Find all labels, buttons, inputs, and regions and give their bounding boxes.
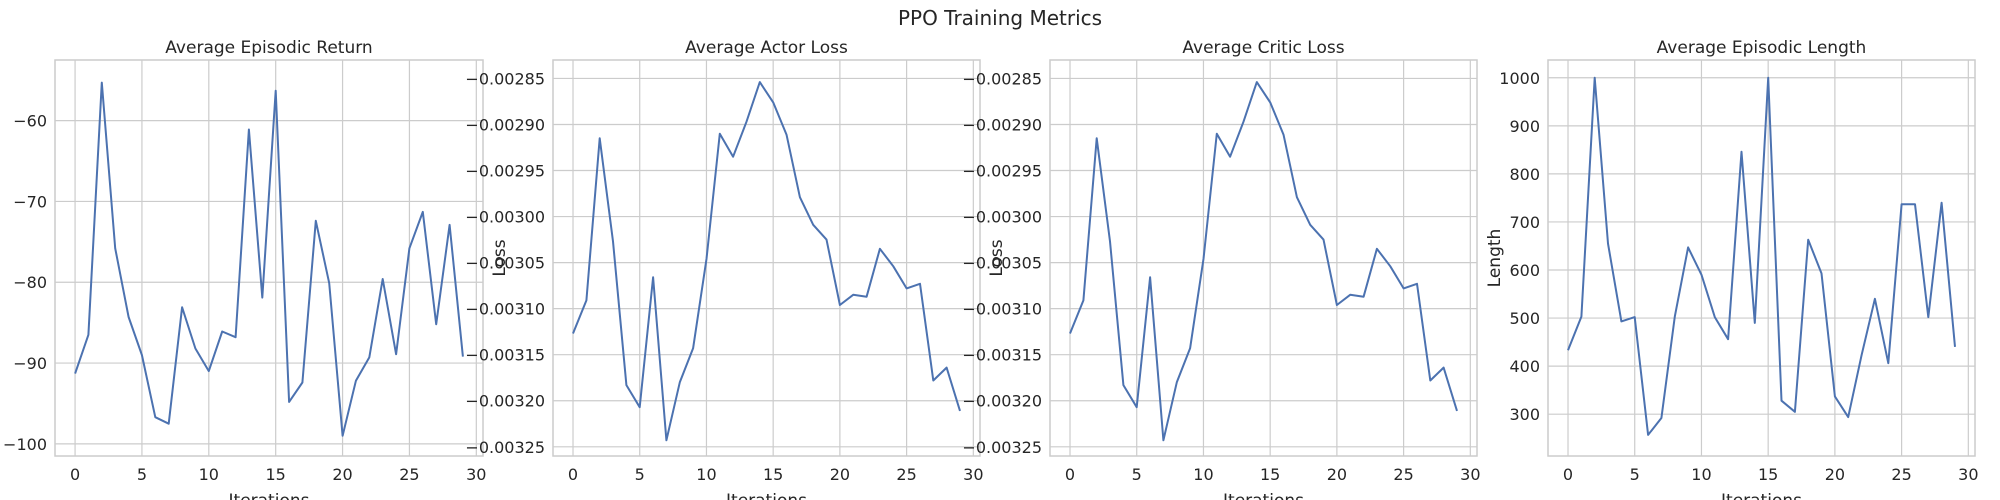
y-tick-label: −0.00320 xyxy=(465,392,545,411)
x-tick-label: 0 xyxy=(1065,465,1075,484)
x-tick-label: 5 xyxy=(1132,465,1142,484)
x-tick-label: 0 xyxy=(1563,465,1573,484)
x-axis-label: Iterations xyxy=(229,491,310,500)
y-tick-label: 400 xyxy=(1509,357,1540,376)
y-tick-label: −0.00310 xyxy=(465,300,545,319)
chart-title: Average Critic Loss xyxy=(1182,38,1344,58)
plot-frame xyxy=(1547,59,1976,457)
series-line-1 xyxy=(1069,81,1458,442)
y-tick-label: −0.00305 xyxy=(465,254,545,273)
y-tick-label: 900 xyxy=(1509,117,1540,136)
y-tick-label: −0.00290 xyxy=(465,115,545,134)
y-tick-label: −0.00315 xyxy=(962,346,1042,365)
x-tick-label: 30 xyxy=(963,465,983,484)
series-line-1 xyxy=(572,81,961,442)
y-tick-label: −0.00325 xyxy=(962,438,1042,457)
x-tick-label: 20 xyxy=(830,465,850,484)
y-tick-label: −0.00300 xyxy=(962,208,1042,227)
x-tick-label: 20 xyxy=(332,465,352,484)
y-axis-label: Length xyxy=(1485,229,1505,288)
series-line-1 xyxy=(74,81,464,437)
x-tick-label: 25 xyxy=(399,465,419,484)
y-tick-label: −0.00310 xyxy=(962,300,1042,319)
x-tick-label: 0 xyxy=(70,465,80,484)
y-tick-label: −0.00295 xyxy=(962,162,1042,181)
x-tick-label: 10 xyxy=(1691,465,1711,484)
x-tick-label: 25 xyxy=(1393,465,1413,484)
chart-panel-1: 0 5 10 15 20 25 30 −100 −90 −80 −70 −60 Average Epis… xyxy=(3,38,486,500)
series-line-1 xyxy=(1567,76,1956,436)
y-tick-label: −0.00325 xyxy=(465,438,545,457)
y-tick-label: 300 xyxy=(1509,405,1540,424)
y-tick-label: −0.00315 xyxy=(465,346,545,365)
x-tick-label: 20 xyxy=(1327,465,1347,484)
chart-panel-3: 0 5 10 15 20 25 30 −0.00325 −0.00320 −0.00315 −0.0… xyxy=(962,38,1480,500)
x-tick-label: 5 xyxy=(635,465,645,484)
y-axis-label: Loss xyxy=(987,239,1007,276)
x-tick-label: 5 xyxy=(1630,465,1640,484)
x-tick-label: 15 xyxy=(763,465,783,484)
chart-title: Average Episodic Length xyxy=(1657,38,1867,58)
x-tick-label: 25 xyxy=(896,465,916,484)
x-tick-label: 10 xyxy=(1193,465,1213,484)
y-tick-label: −90 xyxy=(13,354,47,373)
x-tick-label: 15 xyxy=(1260,465,1280,484)
plot-frame xyxy=(54,59,484,457)
x-tick-label: 30 xyxy=(1460,465,1480,484)
y-tick-label: 800 xyxy=(1509,165,1540,184)
y-axis-label: Loss xyxy=(490,239,510,276)
y-tick-label: 1000 xyxy=(1499,69,1540,88)
y-tick-label: −0.00290 xyxy=(962,115,1042,134)
y-tick-label: −70 xyxy=(13,192,47,211)
plot-frame xyxy=(552,59,981,457)
x-axis-label: Iterations xyxy=(1223,491,1304,500)
y-tick-label: −80 xyxy=(13,273,47,292)
y-tick-label: 600 xyxy=(1509,261,1540,280)
x-tick-label: 30 xyxy=(466,465,486,484)
x-tick-label: 25 xyxy=(1891,465,1911,484)
x-tick-label: 30 xyxy=(1958,465,1978,484)
x-tick-label: 15 xyxy=(266,465,286,484)
x-tick-label: 0 xyxy=(568,465,578,484)
x-tick-label: 5 xyxy=(137,465,147,484)
y-tick-label: −60 xyxy=(13,112,47,131)
y-tick-label: −0.00295 xyxy=(465,162,545,181)
y-tick-label: 500 xyxy=(1509,309,1540,328)
y-tick-label: −100 xyxy=(3,435,47,454)
plot-frame xyxy=(1049,59,1478,457)
x-axis-label: Iterations xyxy=(1721,491,1802,500)
y-tick-label: −0.00320 xyxy=(962,392,1042,411)
x-axis-label: Iterations xyxy=(726,491,807,500)
figure-title: PPO Training Metrics xyxy=(897,6,1103,30)
y-tick-label: −0.00300 xyxy=(465,208,545,227)
y-tick-label: −0.00305 xyxy=(962,254,1042,273)
chart-panel-4: 0 5 10 15 20 25 30 300 400 500 600 700 800 900 1000 Ave… xyxy=(1485,38,1979,500)
x-tick-label: 20 xyxy=(1825,465,1845,484)
y-tick-label: 700 xyxy=(1509,213,1540,232)
x-tick-label: 10 xyxy=(199,465,219,484)
x-tick-label: 15 xyxy=(1758,465,1778,484)
chart-title: Average Actor Loss xyxy=(685,38,848,58)
x-tick-label: 10 xyxy=(696,465,716,484)
chart-title: Average Episodic Return xyxy=(165,38,372,58)
chart-panel-2: 0 5 10 15 20 25 30 −0.00325 −0.00320 −0.00315 −0.0… xyxy=(465,38,983,500)
y-tick-label: −0.00285 xyxy=(962,69,1042,88)
y-tick-label: −0.00285 xyxy=(465,69,545,88)
